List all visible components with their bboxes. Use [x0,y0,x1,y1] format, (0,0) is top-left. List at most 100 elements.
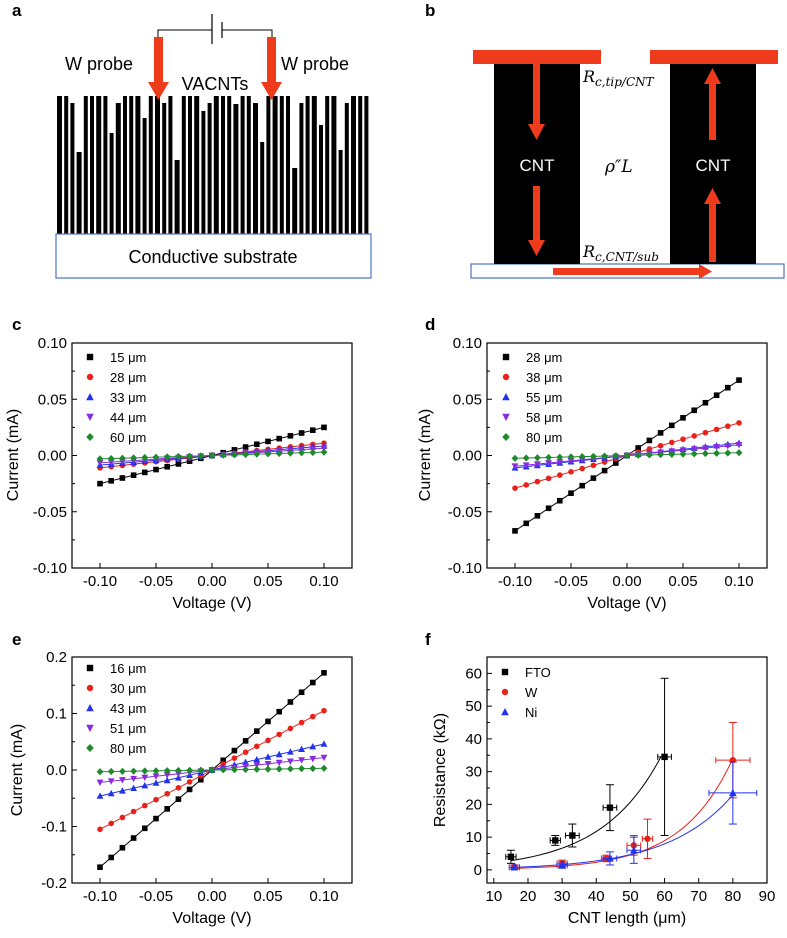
data-point [578,453,586,461]
data-point [657,430,664,436]
data-point [265,737,271,744]
data-point [231,447,238,453]
y-tick-label: 0.05 [38,391,67,408]
data-point [579,465,585,472]
legend-label: 28 μm [110,370,146,385]
y-tick-label: 0 [474,862,482,879]
data-point [141,781,149,789]
data-point [265,438,271,445]
series-80-μm [96,764,328,776]
data-point [86,704,94,712]
cnt-tube [142,118,147,234]
cnt-tube [266,96,271,234]
data-point [556,459,564,466]
data-point [502,353,510,361]
data-point [534,478,541,485]
cnt-tube [57,96,62,234]
data-point [512,528,518,534]
data-point [309,764,317,773]
data-point [287,765,294,773]
cnt-tube [103,96,108,234]
legend-entry: 38 μm [502,370,562,385]
series-FTO [505,677,672,864]
cnt-tube [64,96,69,234]
cnt-tube [181,96,186,234]
battery-icon [157,14,273,44]
legend-entry: 80 μm [86,741,146,756]
cnt-tube [299,103,304,234]
legend-label: 44 μm [110,410,146,425]
panel-d-label: d [425,315,435,334]
cnt-tube [279,96,284,234]
y-tick-label: -0.10 [33,560,67,577]
x-tick-label: 30 [554,888,571,905]
data-point [96,768,104,776]
data-point [287,433,294,439]
x-axis-label: Voltage (V) [172,595,251,612]
panel-b-diagram: b CNT CNT Rc,tip/CNT ρ″L Rc,CNT/sub [425,1,785,279]
legend-entry: 43 μm [86,701,146,716]
data-point [725,384,731,391]
data-point [141,774,149,782]
data-point [141,767,149,775]
legend-entry: FTO [501,665,551,680]
data-point [231,755,238,761]
tip-right [650,50,778,64]
w-probe-left [148,37,169,100]
cnt-tube [233,104,239,234]
legend-entry: 28 μm [86,370,146,385]
legend-label: 15 μm [110,350,146,365]
y-tick-label: -0.05 [33,504,67,521]
cnt-tube [253,103,258,234]
y-tick-label: 0.10 [453,335,482,352]
data-point [679,450,687,458]
cnt-tube [311,96,317,234]
data-point [534,454,541,462]
data-point [275,759,283,767]
data-point [545,475,552,482]
cnt-tube [83,96,88,234]
data-point [197,452,205,460]
data-point [507,853,515,860]
legend-label: 28 μm [526,350,562,365]
x-tick-label: -0.05 [139,888,173,905]
cnt-tube [207,103,212,234]
cnt-tube [272,96,278,234]
data-point [298,757,305,764]
data-point [557,472,563,478]
data-point [175,770,182,778]
data-point [264,760,272,768]
data-point [522,462,530,469]
x-tick-label: 0.00 [612,573,641,590]
data-point [130,767,137,775]
legend-label: 80 μm [110,741,146,756]
data-point [264,753,272,760]
data-point [298,719,305,726]
data-point [702,429,709,436]
data-point [724,443,732,450]
w-probe-right [261,37,282,100]
data-point [309,756,317,763]
data-point [119,454,126,462]
legend-entry: 30 μm [86,681,146,696]
data-point [590,475,597,481]
data-point [86,664,94,672]
cnt-tube [109,133,114,234]
data-point [107,789,115,797]
y-tick-label: 0.00 [453,448,482,465]
data-point [96,460,104,467]
data-point [298,430,305,436]
data-point [646,446,653,452]
legend-label: 55 μm [526,390,562,405]
x-tick-label: 70 [690,888,707,905]
data-point [163,453,171,461]
data-point [287,449,294,457]
data-point [108,854,114,861]
data-point [242,749,249,756]
data-point [690,446,698,453]
cnt-tube [240,96,245,234]
data-point [320,764,328,772]
x-tick-label: -0.10 [498,573,532,590]
data-point [163,767,171,775]
data-point [298,689,305,696]
